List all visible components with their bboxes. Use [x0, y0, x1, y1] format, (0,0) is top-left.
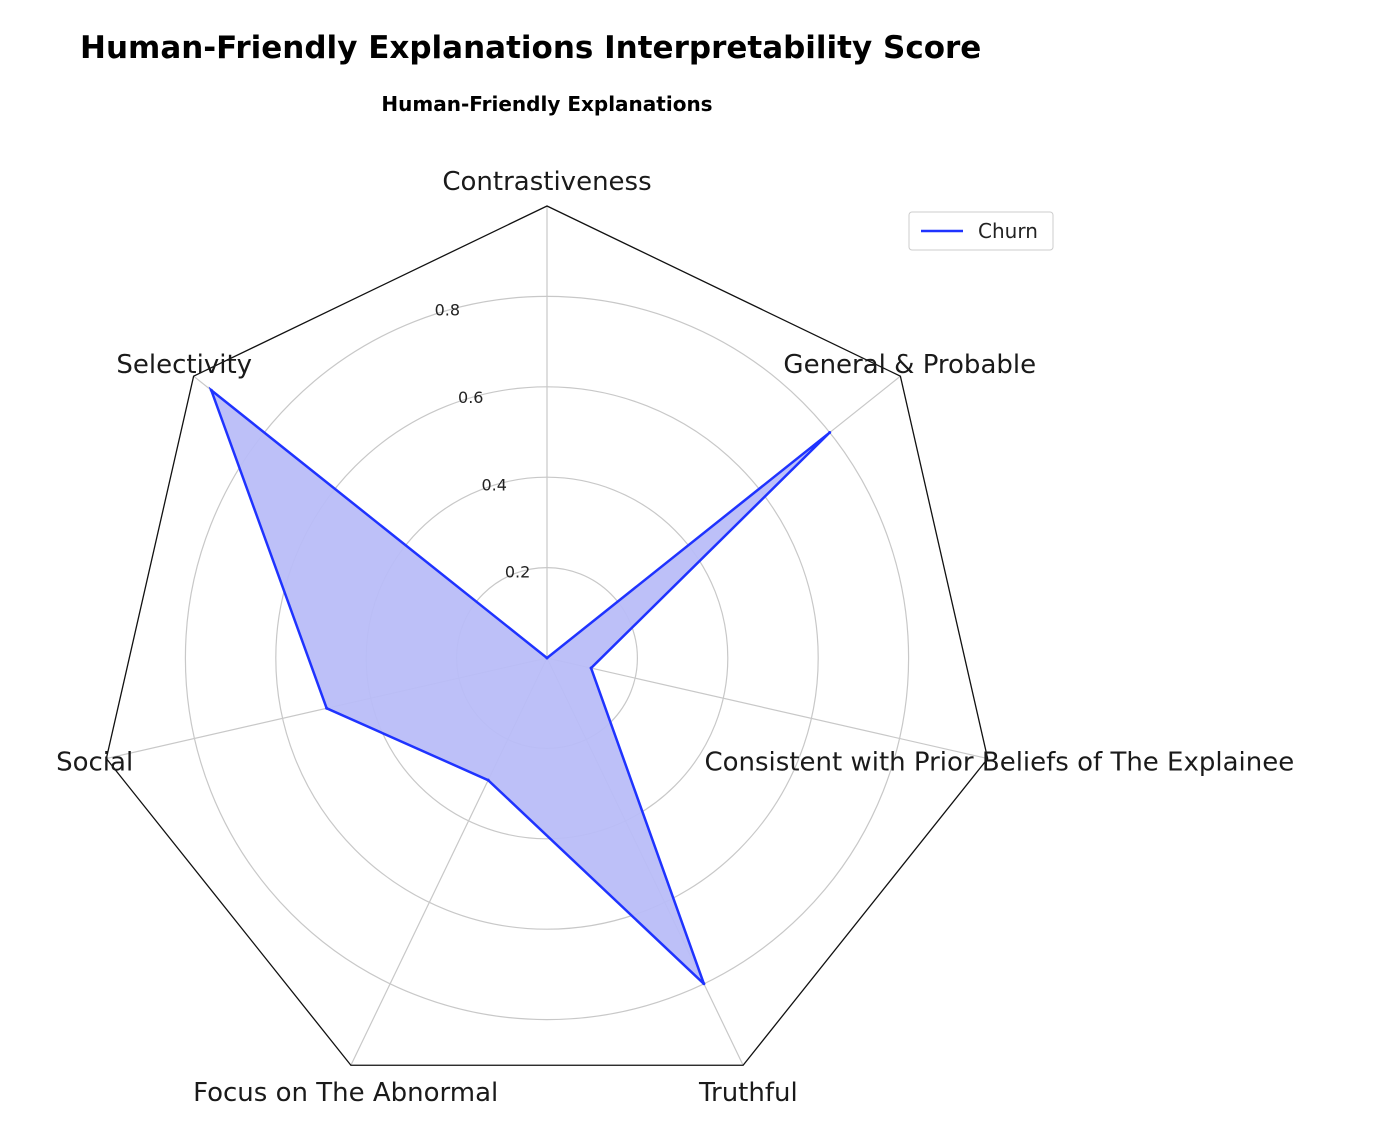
- radial-tick-label: 0.2: [505, 563, 530, 582]
- series-line-1: [208, 386, 831, 985]
- data-point: [486, 778, 490, 782]
- category-labels: Contrastiveness General & Probable Consist…: [56, 167, 1294, 1108]
- spoke-3: [546, 657, 988, 760]
- data-point: [545, 656, 549, 660]
- outer-frame: [105, 205, 989, 1066]
- category-label: Contrastiveness: [442, 167, 651, 197]
- radial-tick-label: 0.6: [458, 388, 483, 407]
- series-fill-1: [211, 390, 830, 984]
- chart-subtitle: Human-Friendly Explanations: [381, 92, 712, 116]
- legend-label: Churn: [978, 219, 1038, 243]
- data-point: [589, 666, 593, 670]
- legend-box: [908, 211, 1054, 251]
- radial-tick-label: 0.4: [481, 475, 506, 494]
- chart-title: Human-Friendly Explanations Interpretabi…: [80, 30, 981, 66]
- category-label: Focus on The Abnormal: [193, 1078, 498, 1108]
- radial-tick-labels: 0.2 0.4 0.6 0.8: [435, 301, 531, 582]
- category-label: General & Probable: [783, 350, 1036, 380]
- axis-spokes: [106, 206, 988, 1066]
- data-point: [209, 388, 213, 392]
- data-point: [325, 706, 329, 710]
- outer-frame-polygon: [105, 205, 989, 1066]
- category-label: Selectivity: [116, 350, 252, 380]
- radial-tick-label: 0.8: [435, 301, 460, 320]
- category-label: Social: [56, 748, 133, 778]
- data-point: [828, 431, 832, 435]
- legend: Churn: [908, 211, 1054, 251]
- category-label: Consistent with Prior Beliefs of The Exp…: [704, 748, 1294, 778]
- category-label: Truthful: [698, 1078, 798, 1108]
- series-layer: [208, 386, 832, 986]
- data-point: [702, 982, 706, 986]
